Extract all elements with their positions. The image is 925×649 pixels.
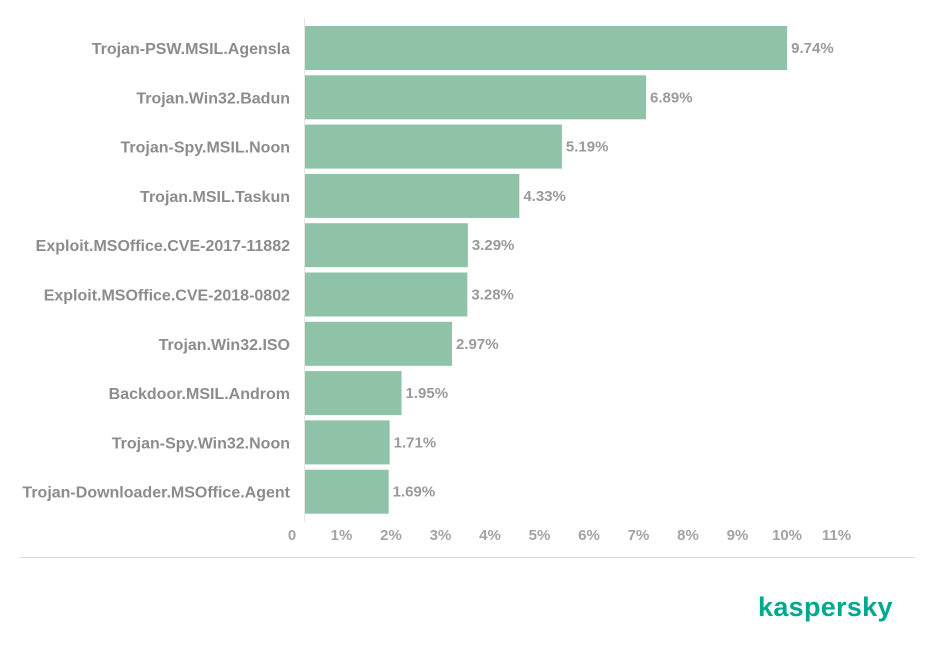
bars-group xyxy=(305,26,788,514)
x-tick-label: 1% xyxy=(331,527,353,544)
bar-8 xyxy=(305,371,402,416)
value-label: 1.71% xyxy=(394,434,437,451)
value-label: 1.69% xyxy=(393,484,436,501)
x-tick-label: 3% xyxy=(430,527,452,544)
value-label: 5.19% xyxy=(566,139,609,156)
category-label: Trojan.Win32.ISO xyxy=(159,337,290,354)
bar-2 xyxy=(305,75,647,120)
bar-6 xyxy=(305,272,468,317)
category-label: Trojan-Spy.MSIL.Noon xyxy=(121,140,290,157)
x-tick-label: 9% xyxy=(727,527,749,544)
bar-3 xyxy=(305,124,562,169)
bar-1 xyxy=(305,26,788,70)
value-label: 9.74% xyxy=(791,40,834,57)
kaspersky-logo: kaspersky xyxy=(758,592,893,622)
category-label: Trojan-PSW.MSIL.Agensla xyxy=(92,41,290,58)
x-tick-label: 4% xyxy=(479,527,501,544)
category-label: Trojan.Win32.Badun xyxy=(136,90,290,107)
value-label: 3.28% xyxy=(471,287,514,304)
category-label: Trojan-Downloader.MSOffice.Agent xyxy=(22,485,290,502)
x-tick-label: 6% xyxy=(578,527,600,544)
category-label: Trojan-Spy.Win32.Noon xyxy=(112,435,290,452)
x-tick-label: 0 xyxy=(288,527,296,544)
category-label: Exploit.MSOffice.CVE-2018-0802 xyxy=(44,288,290,305)
bar-10 xyxy=(305,469,389,514)
value-label: 2.97% xyxy=(456,336,499,353)
bar-7 xyxy=(305,321,453,366)
value-labels: 9.74% 6.89% 5.19% 4.33% 3.29% 3.28% 2.97% 1.95%… xyxy=(393,40,834,501)
x-tick-label: 7% xyxy=(628,527,650,544)
x-tick-label: 8% xyxy=(677,527,699,544)
category-labels: Trojan-PSW.MSIL.Agensla Trojan.Win32.Badu… xyxy=(22,41,290,502)
category-label: Exploit.MSOffice.CVE-2017-11882 xyxy=(36,238,290,255)
value-label: 3.29% xyxy=(472,237,515,254)
category-label: Trojan.MSIL.Taskun xyxy=(140,189,290,206)
x-tick-label: 10% xyxy=(772,527,802,544)
category-label: Backdoor.MSIL.Androm xyxy=(109,386,290,403)
value-label: 4.33% xyxy=(523,188,566,205)
x-tick-label: 2% xyxy=(380,527,402,544)
bar-4 xyxy=(305,173,520,218)
bar-5 xyxy=(305,223,468,268)
value-label: 6.89% xyxy=(650,89,693,106)
x-tick-label: 5% xyxy=(529,527,551,544)
bar-9 xyxy=(305,420,390,465)
value-label: 1.95% xyxy=(406,385,449,402)
x-tick-label: 11% xyxy=(822,527,851,544)
x-axis-ticks: 0 1% 2% 3% 4% 5% 6% 7% 8% 9% 10% 11% xyxy=(288,527,851,544)
